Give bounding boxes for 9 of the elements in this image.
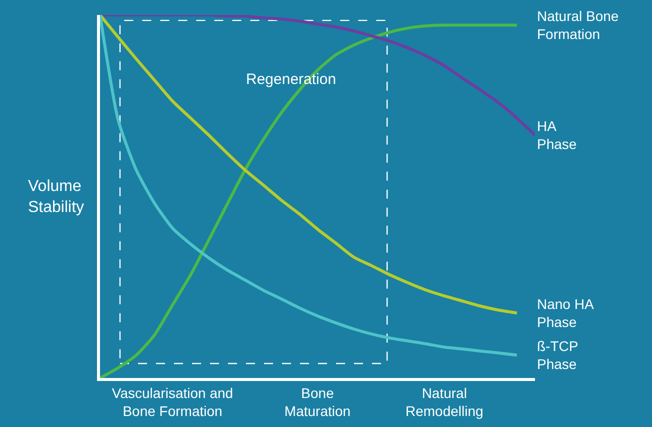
- series-label: HA Phase: [537, 118, 577, 152]
- series-label: ß-TCP Phase: [537, 338, 578, 372]
- series-label: Natural Bone Formation: [537, 8, 619, 42]
- y-axis-title: Volume Stability: [28, 178, 84, 216]
- x-tick-label: Natural Remodelling: [405, 384, 484, 419]
- x-tick-label: Bone Maturation: [284, 384, 351, 419]
- annotation: Regeneration: [246, 71, 336, 88]
- x-tick-label: Vascularisation and Bone Formation: [112, 384, 234, 419]
- series-label: Nano HA Phase: [537, 296, 594, 330]
